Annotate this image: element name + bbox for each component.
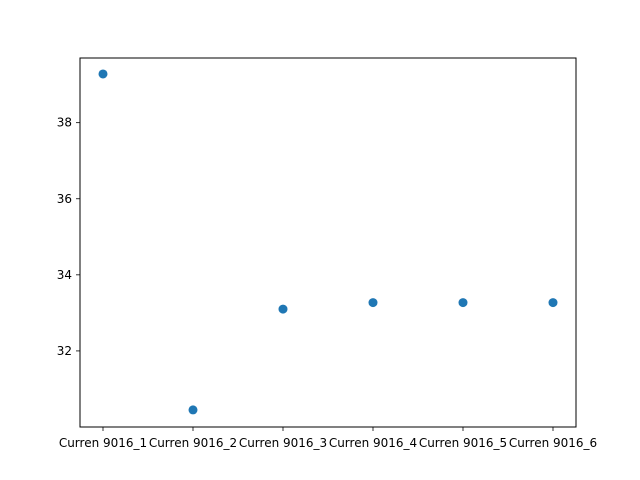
y-axis: 32 34 36 38 xyxy=(57,116,80,358)
x-tick-label: Curren 9016_4 xyxy=(329,436,417,450)
data-point xyxy=(278,304,288,314)
y-tick-label: 38 xyxy=(57,116,72,130)
y-tick-label: 36 xyxy=(57,192,72,206)
x-tick-label: Curren 9016_2 xyxy=(149,436,237,450)
data-point xyxy=(548,298,558,308)
plot-area xyxy=(79,57,577,428)
data-series xyxy=(98,69,558,415)
data-point xyxy=(458,298,468,308)
data-point xyxy=(188,405,198,415)
x-tick-label: Curren 9016_1 xyxy=(59,436,147,450)
data-point xyxy=(98,69,108,79)
y-tick-label: 34 xyxy=(57,268,72,282)
data-point xyxy=(368,298,378,308)
x-axis: Curren 9016_1 Curren 9016_2 Curren 9016_3 C… xyxy=(59,427,597,450)
x-tick-label: Curren 9016_6 xyxy=(509,436,597,450)
x-tick-label: Curren 9016_5 xyxy=(419,436,507,450)
y-tick-label: 32 xyxy=(57,344,72,358)
x-tick-label: Curren 9016_3 xyxy=(239,436,327,450)
